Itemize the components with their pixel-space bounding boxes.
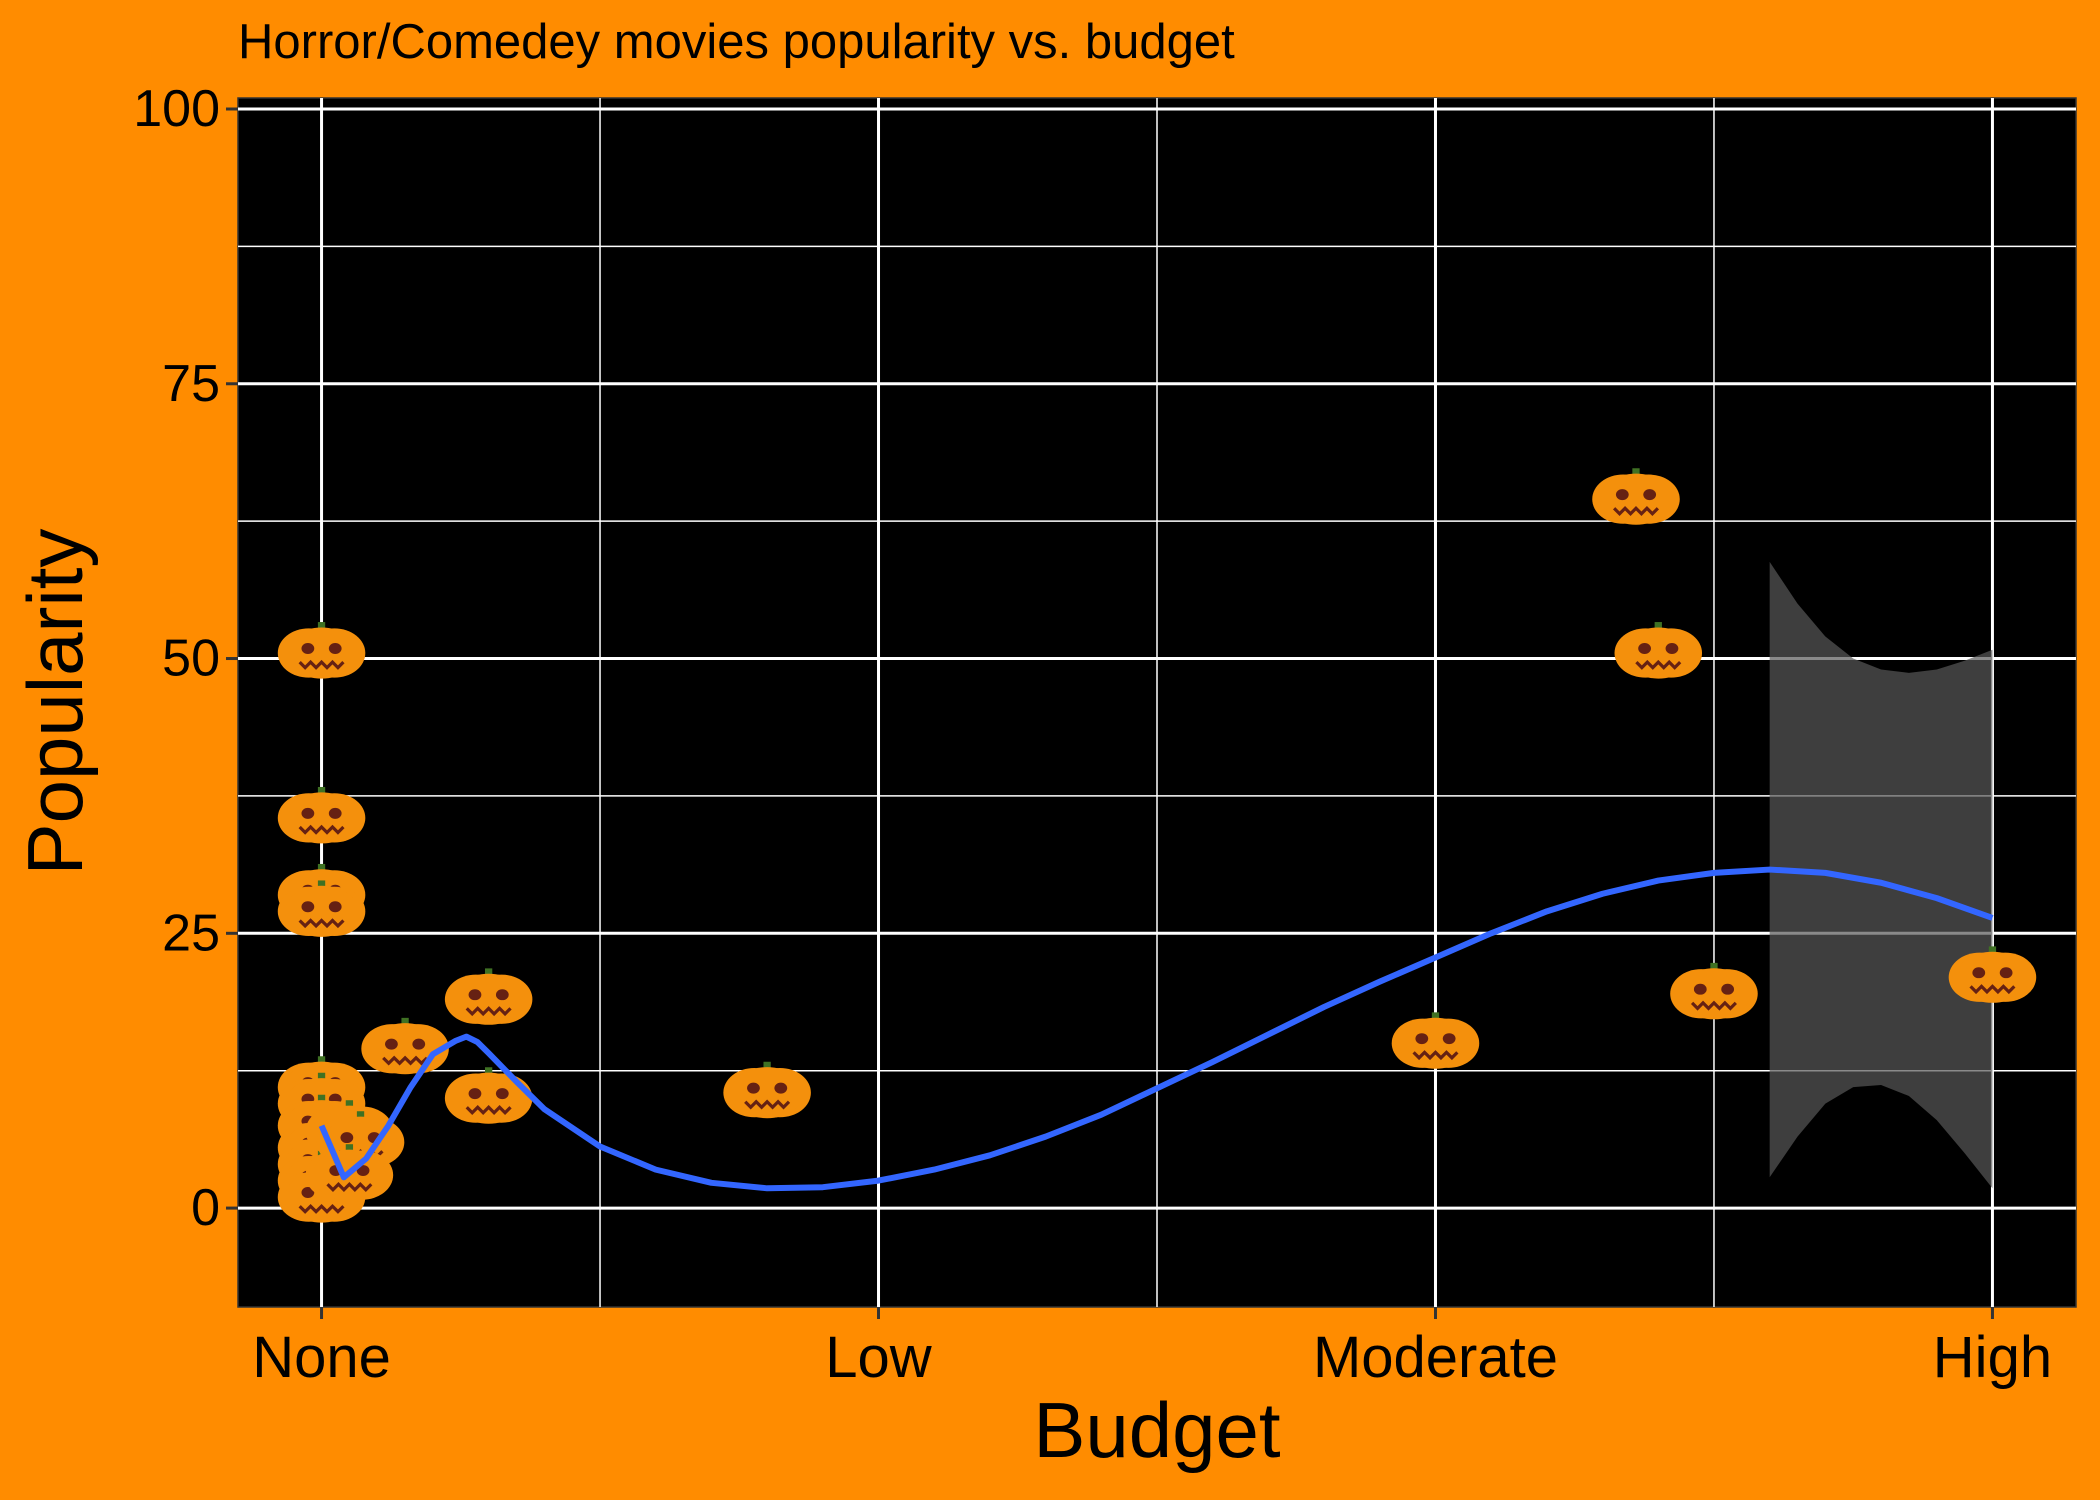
- smooth-line-layer: [318, 866, 1994, 1192]
- minor-grid: [238, 98, 2076, 1307]
- y-tick-label: 0: [191, 1179, 220, 1237]
- chart-title: Horror/Comedey movies popularity vs. bud…: [238, 15, 1235, 69]
- x-axis-title: Budget: [1033, 1386, 1281, 1474]
- x-tick-label: Low: [825, 1325, 933, 1390]
- y-tick-label: 100: [133, 80, 220, 138]
- smooth-line: [318, 866, 1994, 1192]
- y-tick-label: 50: [162, 630, 220, 688]
- y-tick-label: 25: [162, 904, 220, 962]
- y-axis: 0 25 50 75 100: [133, 80, 238, 1237]
- x-axis: None Low Moderate High: [252, 1307, 2052, 1390]
- confidence-band-layer: [1769, 561, 1993, 1189]
- x-tick-label: High: [1933, 1325, 2052, 1390]
- x-tick-label: Moderate: [1313, 1325, 1558, 1390]
- y-axis-title: Popularity: [11, 529, 99, 876]
- y-tick-label: 75: [162, 355, 220, 413]
- confidence-band: [1769, 561, 1993, 1189]
- x-tick-label: None: [252, 1325, 391, 1390]
